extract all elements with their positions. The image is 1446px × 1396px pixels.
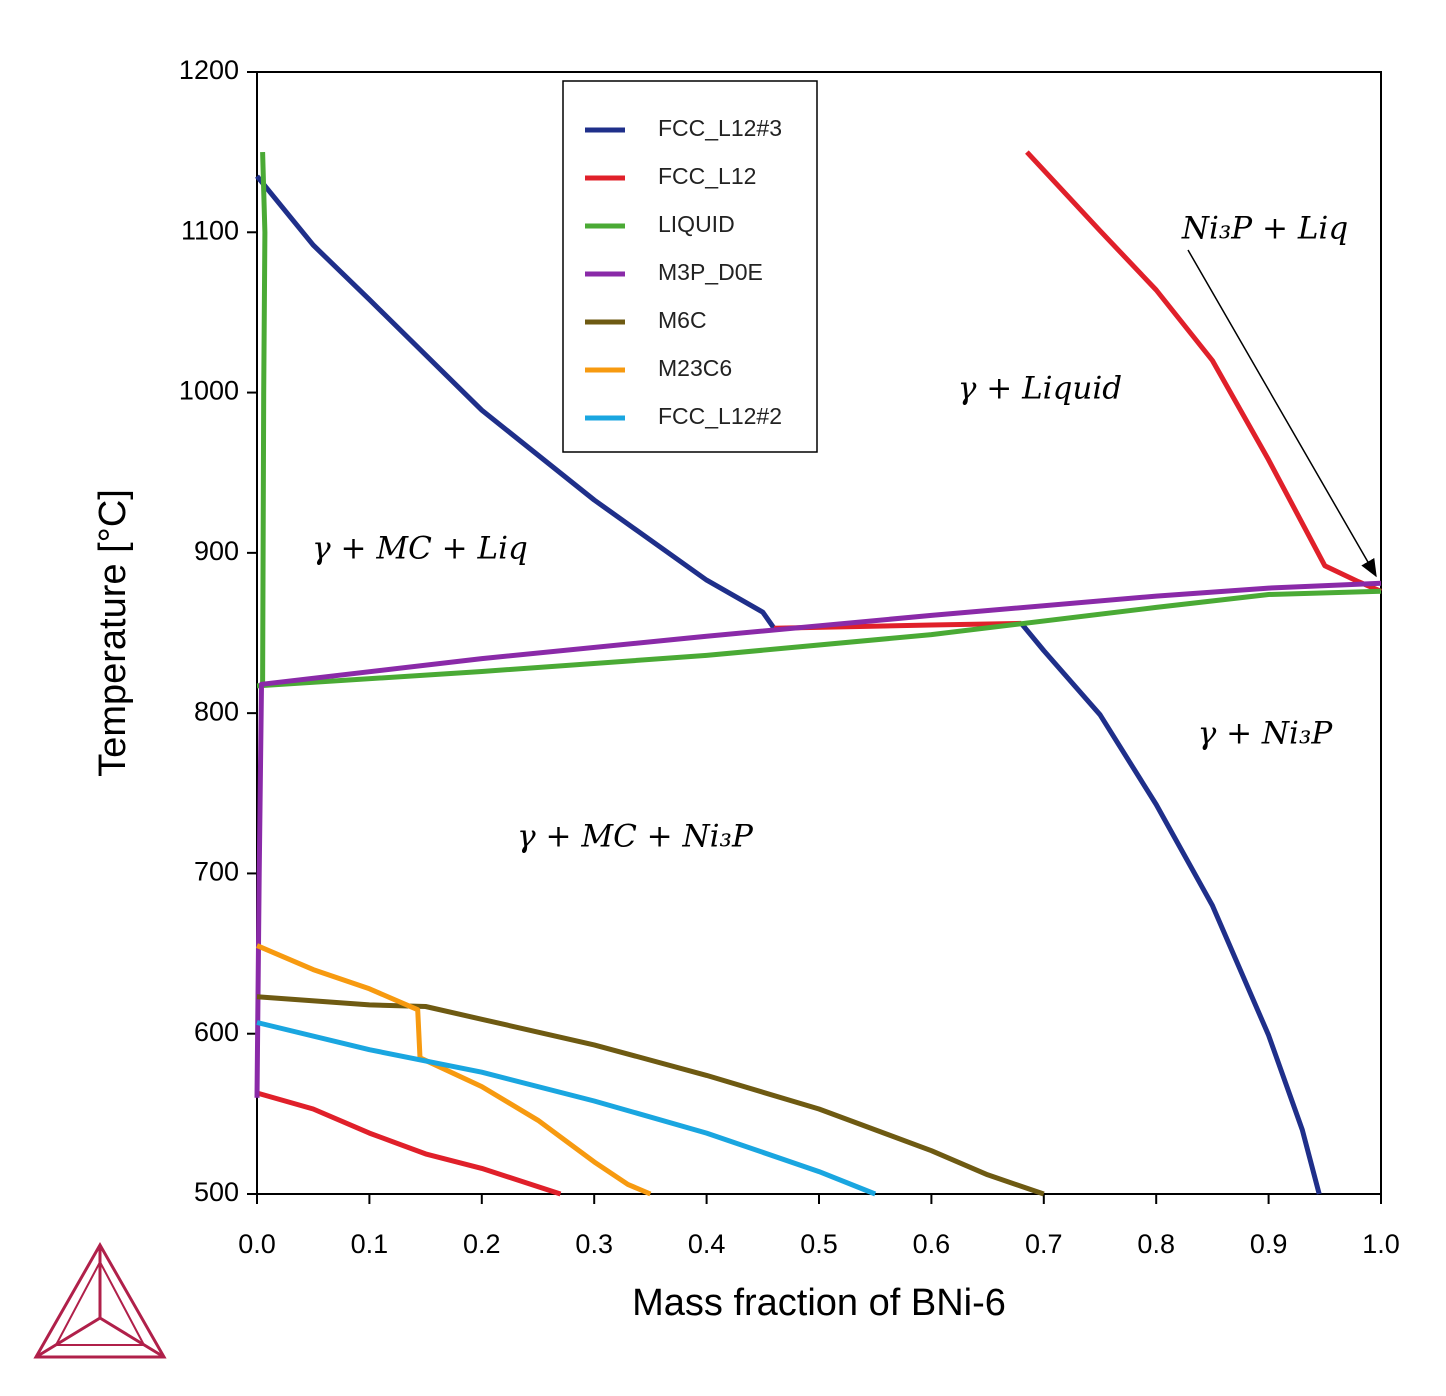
x-axis-label: Mass fraction of BNi-6 [632, 1282, 1006, 1324]
x-tick-label: 1.0 [1362, 1229, 1400, 1259]
annotation-arrow [1187, 249, 1377, 578]
series-line [256, 1020, 877, 1197]
region-label: γ + Ni₃P [1198, 716, 1334, 752]
legend-label: LIQUID [658, 211, 735, 237]
legend-label: M3P_D0E [658, 259, 763, 285]
series-line [255, 174, 1322, 1195]
y-tick-label: 600 [194, 1017, 239, 1047]
x-tick-label: 0.0 [238, 1229, 276, 1259]
series-line [256, 943, 652, 1197]
series-line [256, 152, 1382, 689]
x-tick-label: 0.2 [463, 1229, 501, 1259]
y-tick-label: 1100 [181, 215, 239, 245]
region-label: Ni₃P + Liq [1181, 211, 1348, 247]
x-tick-label: 0.9 [1250, 1229, 1288, 1259]
y-tick-label: 700 [194, 857, 239, 887]
region-label: γ + MC + Ni₃P [517, 819, 754, 855]
y-tick-label: 900 [194, 536, 239, 566]
legend-label: FCC_L12#2 [658, 403, 782, 429]
x-tick-label: 0.3 [575, 1229, 613, 1259]
y-axis-label: Temperature [°C] [92, 489, 134, 777]
x-tick-label: 0.1 [351, 1229, 389, 1259]
x-tick-label: 0.6 [913, 1229, 951, 1259]
x-tick-label: 0.4 [688, 1229, 726, 1259]
x-tick-label: 0.8 [1137, 1229, 1175, 1259]
x-tick-label: 0.7 [1025, 1229, 1063, 1259]
logo [33, 1241, 167, 1359]
x-tick-label: 0.5 [800, 1229, 838, 1259]
series-line [254, 580, 1382, 1098]
series-line [256, 994, 1045, 1197]
legend-label: M23C6 [658, 355, 732, 381]
y-tick-label: 1200 [179, 55, 239, 85]
y-tick-label: 800 [194, 696, 239, 726]
y-tick-label: 1000 [179, 376, 239, 406]
legend-label: M6C [658, 307, 707, 333]
legend-label: FCC_L12 [658, 163, 756, 189]
region-label: γ + Liquid [958, 371, 1122, 407]
y-tick-label: 500 [194, 1177, 239, 1207]
legend-box [562, 80, 818, 453]
legend-label: FCC_L12#3 [658, 115, 782, 141]
region-label: γ + MC + Liq [312, 531, 528, 567]
